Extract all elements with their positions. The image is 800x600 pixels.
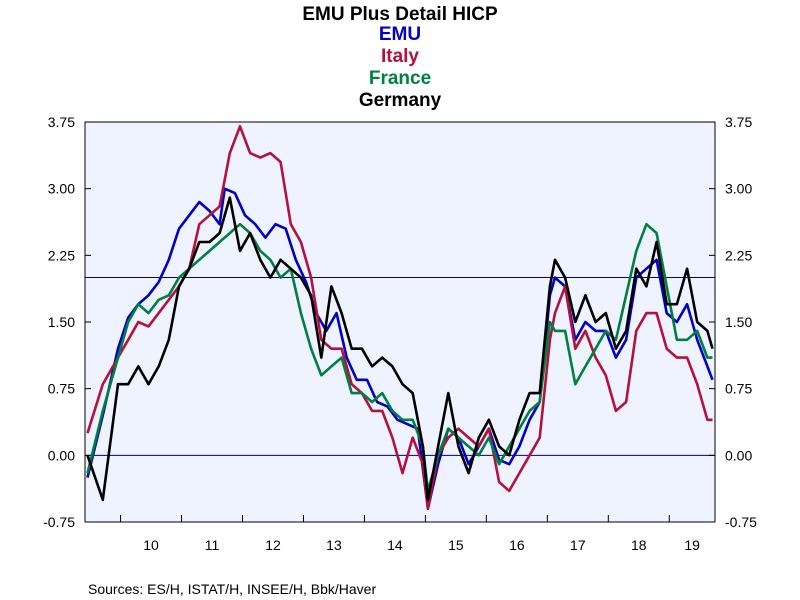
y-tick-label-left: 3.75 <box>48 114 75 130</box>
y-tick-label-left: 2.25 <box>48 247 75 263</box>
y-tick-label-left: 0.00 <box>48 447 75 463</box>
series-lines-group <box>86 125 714 510</box>
x-tick-label: 13 <box>326 537 342 553</box>
y-tick-label-left: 3.00 <box>48 181 75 197</box>
x-tick-label: 16 <box>509 537 525 553</box>
x-tick-label: 19 <box>684 537 700 553</box>
legend-italy: Italy <box>381 46 419 67</box>
y-tick-label-right: 3.00 <box>725 181 752 197</box>
legend-germany: Germany <box>359 90 442 111</box>
y-tick-label-right: 0.75 <box>725 381 752 397</box>
x-tick-label: 18 <box>631 537 647 553</box>
legend-emu: EMU <box>379 24 421 45</box>
series-line-germany <box>86 196 714 502</box>
y-tick-label-right: 3.75 <box>725 114 752 130</box>
y-tick-label-left: -0.75 <box>43 514 75 530</box>
legend-france: France <box>369 68 431 89</box>
x-tick-label: 15 <box>448 537 464 553</box>
y-tick-label-left: 0.75 <box>48 381 75 397</box>
axes-group: 3.75 3.75 3.00 3.00 2.25 2.25 1.50 1.50 0.75 0.75… <box>43 114 757 553</box>
y-tick-label-right: 0.00 <box>725 447 752 463</box>
y-tick-label-right: -0.75 <box>725 514 757 530</box>
y-tick-label-right: 2.25 <box>725 247 752 263</box>
series-line-emu <box>86 187 714 510</box>
x-tick-label: 11 <box>205 537 220 553</box>
sources-note: Sources: ES/H, ISTAT/H, INSEE/H, Bbk/Hav… <box>88 581 376 597</box>
y-tick-label-right: 1.50 <box>725 314 752 330</box>
x-tick-label: 12 <box>265 537 281 553</box>
x-tick-label: 10 <box>143 537 159 553</box>
series-line-italy <box>86 125 713 510</box>
x-tick-label: 14 <box>387 537 403 553</box>
y-tick-label-left: 1.50 <box>48 314 75 330</box>
x-tick-label: 17 <box>570 537 586 553</box>
chart-title: EMU Plus Detail HICP <box>302 4 498 25</box>
